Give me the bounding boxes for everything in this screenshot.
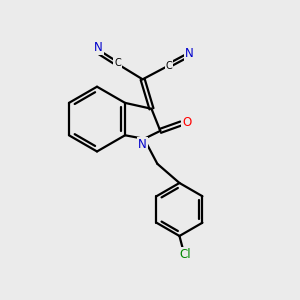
Text: N: N xyxy=(185,47,194,60)
Text: C: C xyxy=(114,58,121,68)
Text: O: O xyxy=(182,116,191,128)
Text: N: N xyxy=(94,41,103,54)
Text: N: N xyxy=(138,138,147,151)
Text: C: C xyxy=(166,61,172,71)
Text: Cl: Cl xyxy=(179,248,190,261)
